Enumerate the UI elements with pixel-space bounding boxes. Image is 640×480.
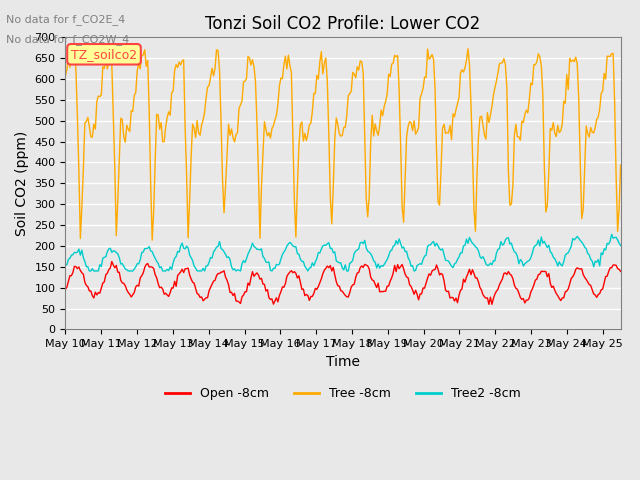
- Tree2 -8cm: [608, 231, 616, 237]
- Tree -8cm: [608, 51, 616, 57]
- Y-axis label: Soil CO2 (ppm): Soil CO2 (ppm): [15, 131, 29, 236]
- Legend: Open -8cm, Tree -8cm, Tree2 -8cm: Open -8cm, Tree -8cm, Tree2 -8cm: [160, 382, 526, 405]
- Tree2 -8cm: [86, 268, 93, 274]
- Open -8cm: [346, 290, 353, 296]
- Tree2 -8cm: [617, 243, 625, 249]
- Line: Tree -8cm: Tree -8cm: [65, 46, 621, 240]
- Tree -8cm: [472, 228, 479, 234]
- Tree -8cm: [133, 68, 141, 73]
- Text: No data for f_CO2E_4: No data for f_CO2E_4: [6, 14, 125, 25]
- Open -8cm: [61, 287, 69, 292]
- Tree -8cm: [61, 72, 69, 78]
- Open -8cm: [470, 271, 478, 276]
- X-axis label: Time: Time: [326, 355, 360, 369]
- Tree2 -8cm: [346, 260, 353, 266]
- Text: No data for f_CO2W_4: No data for f_CO2W_4: [6, 34, 130, 45]
- Open -8cm: [154, 281, 162, 287]
- Tree2 -8cm: [154, 261, 162, 266]
- Tree -8cm: [156, 126, 164, 132]
- Open -8cm: [617, 268, 625, 274]
- Tree -8cm: [348, 88, 355, 94]
- Tree -8cm: [70, 43, 78, 49]
- Tree2 -8cm: [250, 244, 258, 250]
- Tree -8cm: [617, 162, 625, 168]
- Open -8cm: [608, 265, 616, 271]
- Line: Tree2 -8cm: Tree2 -8cm: [65, 234, 621, 271]
- Tree -8cm: [252, 79, 259, 84]
- Tree -8cm: [148, 237, 156, 243]
- Tree2 -8cm: [606, 238, 614, 244]
- Line: Open -8cm: Open -8cm: [65, 262, 621, 304]
- Tree2 -8cm: [61, 263, 69, 268]
- Open -8cm: [133, 282, 141, 288]
- Open -8cm: [485, 301, 493, 307]
- Open -8cm: [250, 274, 258, 279]
- Title: Tonzi Soil CO2 Profile: Lower CO2: Tonzi Soil CO2 Profile: Lower CO2: [205, 15, 481, 33]
- Tree2 -8cm: [470, 242, 478, 248]
- Text: TZ_soilco2: TZ_soilco2: [71, 48, 137, 61]
- Open -8cm: [108, 259, 116, 264]
- Tree2 -8cm: [133, 261, 141, 266]
